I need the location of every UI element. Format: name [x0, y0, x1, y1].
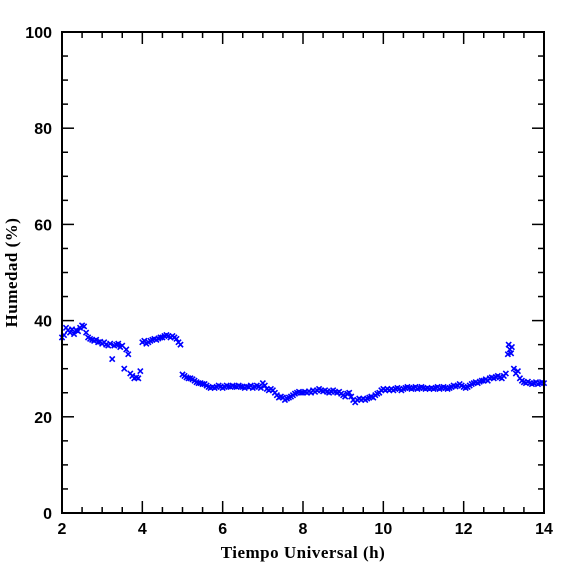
tick-labels: 2 4 6 8 10 12 14 0 20 40 60 80 100 — [25, 25, 553, 538]
data-point — [74, 328, 82, 335]
data-point — [514, 367, 522, 375]
y-tick-label: 100 — [25, 25, 52, 42]
x-tick-label: 6 — [218, 521, 227, 538]
data-point — [257, 384, 264, 392]
data-point — [125, 351, 132, 358]
x-tick-label: 8 — [299, 521, 308, 538]
data-point — [348, 393, 355, 400]
data-point — [346, 389, 353, 396]
data-point — [82, 329, 90, 336]
data-point — [137, 367, 144, 375]
y-tick-label: 80 — [34, 121, 52, 138]
data-point — [177, 341, 184, 348]
x-tick-label: 10 — [374, 521, 392, 538]
data-point — [107, 340, 114, 347]
axis-ticks — [61, 31, 545, 514]
data-point — [510, 365, 518, 372]
data-point — [135, 375, 142, 382]
data-point — [66, 329, 74, 336]
data-point — [80, 323, 88, 330]
data-point — [123, 346, 130, 353]
y-tick-label: 20 — [34, 410, 52, 427]
data-point — [502, 370, 510, 377]
x-tick-label: 12 — [455, 521, 473, 538]
plot-frame — [61, 31, 545, 514]
data-point — [157, 334, 164, 341]
x-tick-label: 14 — [535, 521, 553, 538]
y-tick-label: 0 — [43, 506, 52, 523]
data-point — [507, 350, 515, 357]
data-point — [478, 377, 485, 384]
data-point — [261, 382, 269, 389]
data-point — [508, 343, 516, 351]
x-axis-label: Tiempo Universal (h) — [221, 543, 386, 562]
y-tick-label: 60 — [34, 217, 52, 234]
y-tick-label: 40 — [34, 314, 52, 331]
data-point — [109, 355, 116, 363]
data-points — [58, 322, 548, 406]
data-point — [115, 340, 122, 347]
x-tick-label: 2 — [58, 521, 67, 538]
data-point — [173, 335, 180, 343]
data-point — [199, 380, 206, 388]
y-axis-label: Humedad (%) — [2, 218, 21, 328]
x-tick-label: 4 — [138, 521, 147, 538]
data-point — [121, 365, 128, 372]
